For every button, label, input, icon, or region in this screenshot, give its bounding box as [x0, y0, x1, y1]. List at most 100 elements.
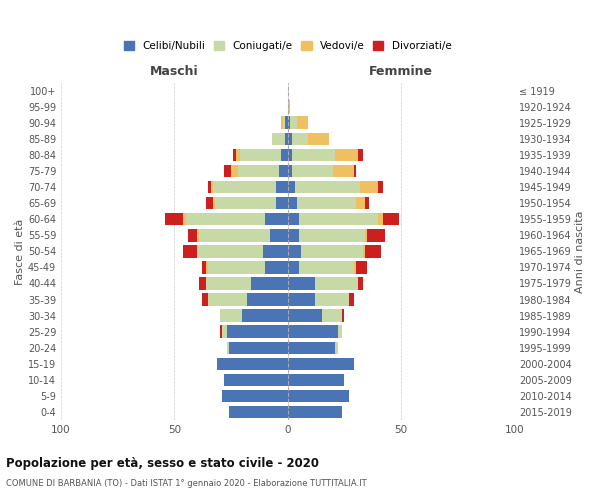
Bar: [184, 245, 197, 258]
Bar: [358, 148, 362, 161]
Bar: [383, 213, 399, 226]
Bar: [220, 310, 242, 322]
Bar: [290, 116, 297, 129]
Bar: [335, 342, 338, 354]
Bar: [206, 197, 213, 209]
Bar: [299, 213, 379, 226]
Bar: [224, 164, 231, 177]
Bar: [227, 342, 229, 354]
Bar: [379, 213, 383, 226]
Bar: [186, 213, 265, 226]
Bar: [286, 116, 288, 129]
Bar: [288, 374, 344, 386]
Bar: [288, 326, 338, 338]
Bar: [222, 326, 227, 338]
Bar: [288, 277, 315, 290]
Bar: [288, 310, 322, 322]
Bar: [283, 116, 286, 129]
Bar: [227, 326, 288, 338]
Bar: [335, 148, 358, 161]
Bar: [297, 197, 356, 209]
Bar: [265, 261, 288, 274]
Bar: [229, 406, 288, 418]
Bar: [288, 116, 290, 129]
Bar: [211, 181, 213, 194]
Bar: [206, 277, 251, 290]
Bar: [295, 181, 361, 194]
Bar: [379, 181, 383, 194]
Bar: [288, 164, 292, 177]
Bar: [288, 213, 299, 226]
Text: Popolazione per età, sesso e stato civile - 2020: Popolazione per età, sesso e stato civil…: [6, 458, 319, 470]
Bar: [166, 213, 184, 226]
Bar: [288, 390, 349, 402]
Bar: [288, 294, 315, 306]
Bar: [338, 326, 342, 338]
Bar: [292, 148, 335, 161]
Bar: [278, 164, 288, 177]
Bar: [222, 390, 288, 402]
Bar: [251, 277, 288, 290]
Bar: [265, 213, 288, 226]
Bar: [208, 294, 247, 306]
Bar: [288, 406, 342, 418]
Bar: [202, 261, 206, 274]
Bar: [220, 326, 222, 338]
Bar: [197, 245, 263, 258]
Bar: [238, 164, 278, 177]
Bar: [281, 148, 288, 161]
Bar: [184, 213, 186, 226]
Bar: [288, 132, 292, 145]
Bar: [301, 245, 362, 258]
Bar: [286, 132, 288, 145]
Bar: [361, 181, 379, 194]
Bar: [315, 294, 349, 306]
Bar: [353, 261, 356, 274]
Bar: [288, 229, 299, 241]
Bar: [217, 358, 288, 370]
Bar: [231, 164, 238, 177]
Bar: [288, 261, 299, 274]
Bar: [353, 164, 356, 177]
Bar: [208, 261, 265, 274]
Bar: [229, 342, 288, 354]
Bar: [242, 310, 288, 322]
Bar: [358, 277, 362, 290]
Bar: [213, 181, 277, 194]
Bar: [299, 229, 365, 241]
Bar: [233, 148, 236, 161]
Bar: [333, 164, 353, 177]
Text: Femmine: Femmine: [369, 64, 433, 78]
Bar: [277, 197, 288, 209]
Bar: [236, 148, 240, 161]
Bar: [362, 245, 365, 258]
Bar: [288, 181, 295, 194]
Bar: [367, 229, 385, 241]
Bar: [281, 116, 283, 129]
Bar: [315, 277, 358, 290]
Bar: [197, 229, 199, 241]
Bar: [224, 374, 288, 386]
Bar: [342, 310, 344, 322]
Bar: [263, 245, 288, 258]
Legend: Celibi/Nubili, Coniugati/e, Vedovi/e, Divorziati/e: Celibi/Nubili, Coniugati/e, Vedovi/e, Di…: [120, 37, 455, 56]
Bar: [288, 148, 292, 161]
Bar: [349, 294, 353, 306]
Bar: [208, 181, 211, 194]
Bar: [213, 197, 215, 209]
Bar: [365, 229, 367, 241]
Y-axis label: Anni di nascita: Anni di nascita: [575, 210, 585, 292]
Bar: [356, 197, 365, 209]
Bar: [288, 358, 353, 370]
Bar: [272, 132, 286, 145]
Bar: [269, 229, 288, 241]
Bar: [288, 342, 335, 354]
Bar: [356, 261, 367, 274]
Bar: [240, 148, 281, 161]
Bar: [288, 100, 290, 113]
Bar: [288, 245, 301, 258]
Bar: [299, 261, 353, 274]
Bar: [199, 277, 206, 290]
Bar: [365, 197, 370, 209]
Bar: [215, 197, 277, 209]
